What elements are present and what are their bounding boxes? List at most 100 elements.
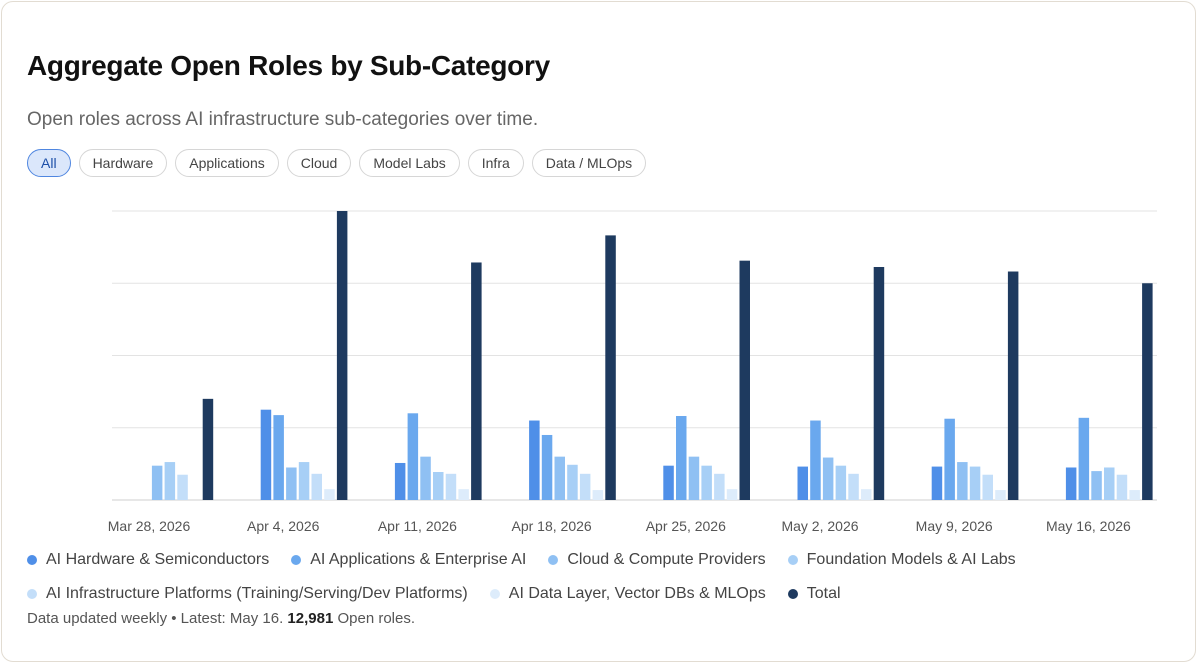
- bar-cloud-compute-providers-4[interactable]: [688, 456, 700, 500]
- bar-ai-data-layer-vector-dbs-mlops-4[interactable]: [726, 489, 738, 500]
- legend-swatch: [787, 555, 798, 565]
- filter-pill-cloud[interactable]: Cloud: [286, 149, 352, 177]
- filter-pill-data-mlops[interactable]: Data / MLOps: [531, 149, 647, 177]
- legend-item[interactable]: Foundation Models & AI Labs: [787, 550, 1016, 570]
- x-tick-label: Apr 11, 2026: [378, 518, 457, 534]
- legend-swatch: [291, 555, 302, 565]
- bar-cloud-compute-providers-1[interactable]: [286, 467, 297, 500]
- bar-foundation-models-ai-labs-7[interactable]: [1104, 467, 1115, 500]
- x-tick-label: May 2, 2026: [781, 518, 858, 534]
- footer-note: Data updated weekly • Latest: May 16. 12…: [27, 610, 415, 627]
- x-tick-label: Apr 18, 2026: [512, 518, 592, 534]
- bar-total-4[interactable]: [739, 260, 751, 500]
- filter-pill-hardware[interactable]: Hardware: [78, 149, 168, 177]
- bar-ai-data-layer-vector-dbs-mlops-6[interactable]: [995, 490, 1006, 500]
- bar-ai-applications-enterprise-ai-3[interactable]: [541, 434, 553, 500]
- legend-swatch: [27, 589, 37, 599]
- filter-pill-infra[interactable]: Infra: [467, 149, 524, 177]
- bar-foundation-models-ai-labs-6[interactable]: [969, 466, 981, 500]
- bar-total-0[interactable]: [202, 398, 214, 500]
- legend-item[interactable]: AI Hardware & Semiconductors: [27, 550, 269, 570]
- bar-total-7[interactable]: [1142, 283, 1153, 500]
- bar-cloud-compute-providers-0[interactable]: [151, 465, 163, 500]
- bar-ai-hardware-semiconductors-3[interactable]: [529, 420, 540, 500]
- filter-pill-model-labs[interactable]: Model Labs: [359, 149, 460, 177]
- bar-ai-hardware-semiconductors-2[interactable]: [394, 462, 406, 500]
- x-tick-label: May 16, 2026: [1046, 518, 1131, 534]
- bar-foundation-models-ai-labs-4[interactable]: [701, 465, 712, 500]
- legend: AI Hardware & Semiconductors AI Applicati…: [27, 550, 1177, 604]
- bar-ai-infrastructure-platforms-training-serving-dev-platforms-0[interactable]: [177, 474, 188, 500]
- bar-ai-infrastructure-platforms-training-serving-dev-platforms-2[interactable]: [445, 473, 457, 500]
- bars: [151, 211, 1153, 500]
- legend-label: AI Hardware & Semiconductors: [46, 551, 270, 568]
- x-tick-label: Apr 4, 2026: [247, 518, 320, 534]
- bar-ai-applications-enterprise-ai-7[interactable]: [1078, 417, 1090, 500]
- bar-ai-infrastructure-platforms-training-serving-dev-platforms-6[interactable]: [982, 474, 994, 500]
- x-tick-label: May 9, 2026: [916, 518, 993, 534]
- legend-item[interactable]: AI Infrastructure Platforms (Training/Se…: [27, 584, 468, 604]
- bar-ai-applications-enterprise-ai-2[interactable]: [407, 413, 419, 500]
- bar-foundation-models-ai-labs-5[interactable]: [835, 465, 847, 500]
- legend-label: Cloud & Compute Providers: [567, 551, 766, 568]
- bar-ai-data-layer-vector-dbs-mlops-5[interactable]: [861, 489, 872, 500]
- legend-item[interactable]: AI Data Layer, Vector DBs & MLOps: [489, 584, 766, 604]
- legend-label: AI Applications & Enterprise AI: [310, 551, 527, 568]
- legend-swatch: [548, 555, 559, 565]
- bar-ai-infrastructure-platforms-training-serving-dev-platforms-4[interactable]: [714, 473, 725, 500]
- legend-item[interactable]: AI Applications & Enterprise AI: [291, 550, 526, 570]
- bar-ai-data-layer-vector-dbs-mlops-7[interactable]: [1129, 490, 1140, 500]
- bar-foundation-models-ai-labs-1[interactable]: [298, 462, 310, 500]
- bar-foundation-models-ai-labs-2[interactable]: [433, 472, 444, 500]
- bar-ai-infrastructure-platforms-training-serving-dev-platforms-5[interactable]: [848, 473, 859, 500]
- bar-ai-applications-enterprise-ai-1[interactable]: [273, 415, 284, 500]
- bar-total-6[interactable]: [1007, 271, 1019, 500]
- bar-ai-applications-enterprise-ai-6[interactable]: [944, 418, 955, 500]
- bar-ai-data-layer-vector-dbs-mlops-3[interactable]: [592, 490, 604, 500]
- bar-total-2[interactable]: [471, 262, 482, 500]
- legend-swatch: [787, 589, 798, 599]
- bar-ai-data-layer-vector-dbs-mlops-1[interactable]: [324, 489, 335, 500]
- footer-count: 12,981: [287, 610, 334, 627]
- x-tick-label: Mar 28, 2026: [108, 518, 191, 534]
- bar-ai-applications-enterprise-ai-4[interactable]: [676, 416, 687, 500]
- bar-foundation-models-ai-labs-3[interactable]: [567, 464, 578, 500]
- legend-label: AI Infrastructure Platforms (Training/Se…: [46, 585, 468, 602]
- filter-pill-all[interactable]: All: [27, 149, 71, 177]
- bar-total-1[interactable]: [336, 211, 348, 500]
- legend-label: Total: [806, 585, 841, 602]
- footer-prefix: Data updated weekly • Latest: May 16.: [27, 610, 288, 627]
- legend-item[interactable]: Cloud & Compute Providers: [548, 550, 766, 570]
- bar-cloud-compute-providers-5[interactable]: [822, 457, 834, 500]
- bar-cloud-compute-providers-2[interactable]: [420, 456, 431, 500]
- bar-ai-hardware-semiconductors-1[interactable]: [260, 409, 272, 500]
- bar-ai-infrastructure-platforms-training-serving-dev-platforms-3[interactable]: [579, 473, 591, 500]
- bar-total-3[interactable]: [605, 235, 616, 500]
- page-title: Aggregate Open Roles by Sub-Category: [27, 50, 550, 81]
- bar-ai-data-layer-vector-dbs-mlops-2[interactable]: [458, 489, 469, 500]
- filter-pills: All Hardware Applications Cloud Model Labs In…: [27, 149, 647, 177]
- legend-swatch: [489, 589, 500, 599]
- bar-cloud-compute-providers-7[interactable]: [1091, 471, 1102, 500]
- page-subtitle: Open roles across AI infrastructure sub-…: [27, 109, 539, 130]
- bar-ai-applications-enterprise-ai-5[interactable]: [810, 420, 821, 500]
- bar-total-5[interactable]: [873, 266, 885, 500]
- bar-chart: Mar 28, 2026 Apr 4, 2026 Apr 11, 2026 Apr 1…: [108, 210, 1157, 534]
- bar-foundation-models-ai-labs-0[interactable]: [164, 462, 176, 500]
- bar-ai-infrastructure-platforms-training-serving-dev-platforms-1[interactable]: [311, 473, 323, 500]
- filter-pill-applications[interactable]: Applications: [175, 149, 279, 177]
- bar-ai-hardware-semiconductors-5[interactable]: [797, 466, 809, 500]
- bar-ai-hardware-semiconductors-6[interactable]: [931, 466, 943, 500]
- bar-ai-infrastructure-platforms-training-serving-dev-platforms-7[interactable]: [1116, 474, 1128, 500]
- legend-label: AI Data Layer, Vector DBs & MLOps: [508, 585, 766, 602]
- bar-ai-hardware-semiconductors-7[interactable]: [1065, 467, 1077, 500]
- legend-swatch: [27, 555, 37, 565]
- legend-label: Foundation Models & AI Labs: [806, 551, 1016, 568]
- bar-cloud-compute-providers-3[interactable]: [554, 456, 566, 500]
- bar-cloud-compute-providers-6[interactable]: [957, 462, 968, 500]
- x-tick-label: Apr 25, 2026: [646, 518, 726, 534]
- footer-suffix: Open roles.: [333, 610, 416, 627]
- legend-item[interactable]: Total: [787, 584, 841, 604]
- bar-ai-hardware-semiconductors-4[interactable]: [663, 465, 674, 500]
